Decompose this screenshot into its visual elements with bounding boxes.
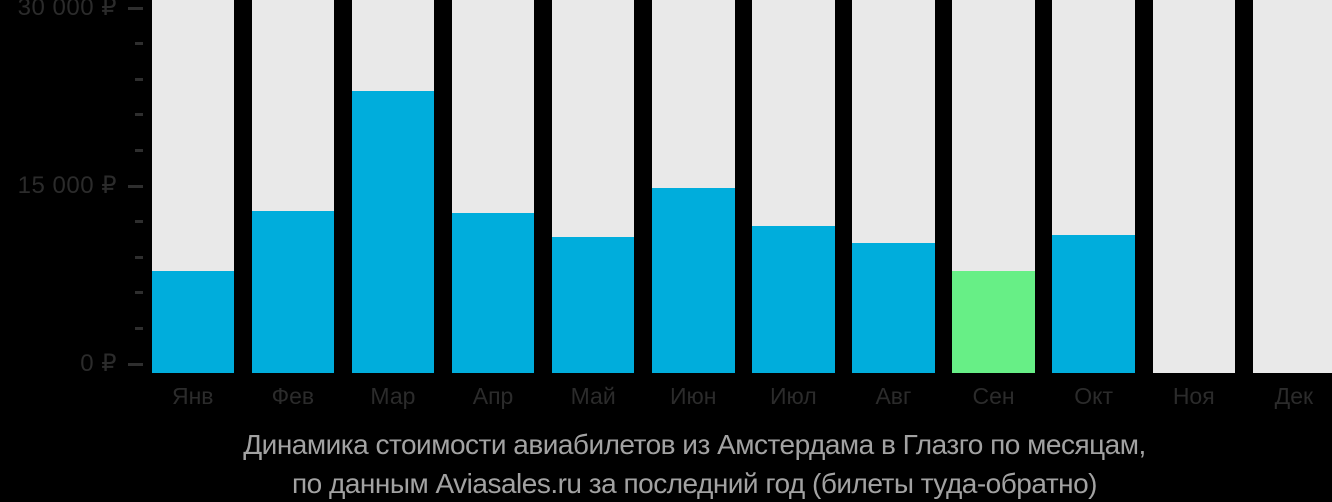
y-major-tick <box>128 184 143 188</box>
chart-title: Динамика стоимости авиабилетов из Амстер… <box>57 425 1332 502</box>
x-tick-label: Мар <box>370 383 416 409</box>
x-tick-label: Июл <box>769 383 817 409</box>
bar <box>451 212 535 373</box>
x-tick-label: Фев <box>271 383 315 409</box>
y-minor-tick <box>135 291 143 295</box>
chart-title-line1: Динамика стоимости авиабилетов из Амстер… <box>243 429 1146 460</box>
bar-column <box>852 0 935 373</box>
y-minor-tick <box>135 42 143 46</box>
bar-column <box>1052 0 1135 373</box>
bar <box>251 211 335 373</box>
bar <box>652 188 735 373</box>
y-tick-label: 0 ₽ <box>80 350 117 377</box>
x-tick-label: Дек <box>1274 383 1314 409</box>
bar-column <box>251 0 335 373</box>
y-minor-tick <box>135 220 143 224</box>
bar <box>551 236 635 373</box>
bar-column <box>952 0 1035 373</box>
x-tick-label: Ноя <box>1172 383 1215 409</box>
bar-column <box>351 0 435 373</box>
bar-column <box>551 0 635 373</box>
x-tick-label: Окт <box>1074 383 1114 409</box>
x-tick-label: Апр <box>472 383 514 409</box>
bar <box>752 226 835 373</box>
y-minor-tick <box>135 77 143 81</box>
bar <box>351 91 435 373</box>
y-tick-label: 15 000 ₽ <box>17 172 117 199</box>
y-minor-tick <box>135 113 143 117</box>
y-major-tick <box>128 6 143 10</box>
x-tick-label: Сен <box>972 383 1015 409</box>
x-tick-label: Май <box>570 383 616 409</box>
bar-column <box>451 0 535 373</box>
bar-highlighted <box>952 270 1035 373</box>
x-tick-label: Авг <box>875 383 912 409</box>
y-tick-label: 30 000 ₽ <box>17 0 117 21</box>
bar-column <box>1152 0 1235 373</box>
bar-column <box>752 0 835 373</box>
bar-column <box>1252 0 1332 373</box>
y-minor-tick <box>135 148 143 152</box>
y-minor-tick <box>135 326 143 330</box>
bar-column <box>151 0 234 373</box>
chart-title-line2: по данным Aviasales.ru за последний год … <box>291 468 1098 499</box>
y-major-tick <box>128 362 143 366</box>
x-tick-label: Июн <box>670 383 717 409</box>
bar <box>1052 234 1135 373</box>
x-tick-label: Янв <box>171 383 214 409</box>
y-minor-tick <box>135 255 143 259</box>
bar <box>151 270 234 373</box>
bar-column <box>652 0 735 373</box>
bar <box>852 243 935 373</box>
